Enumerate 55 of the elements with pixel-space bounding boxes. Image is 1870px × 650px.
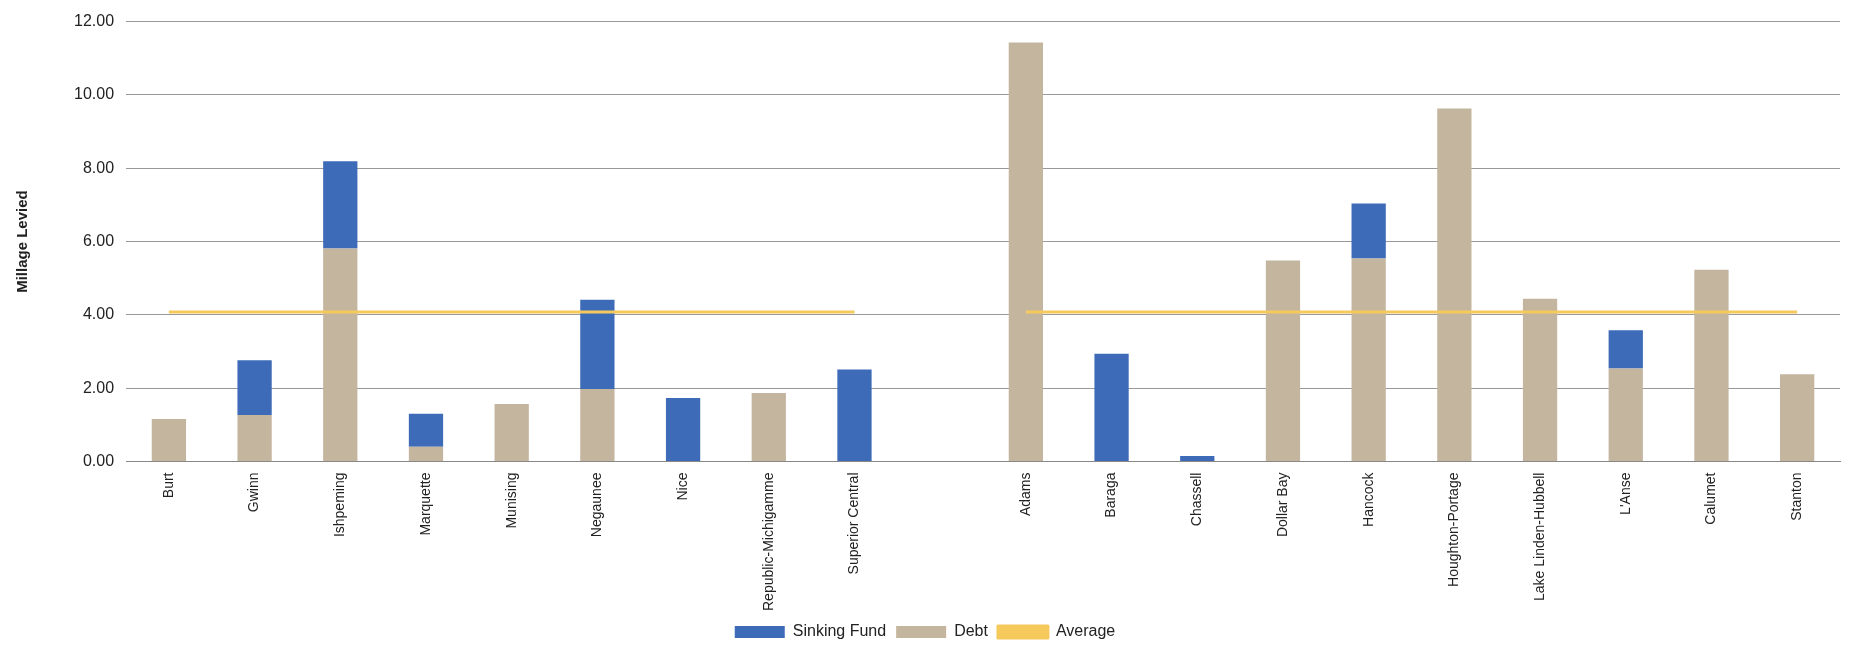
bar [323,248,358,462]
bar [665,398,701,462]
y-tick-label: 12.00 [73,12,115,30]
x-tick-label: Burt [159,472,176,499]
x-tick-label: Munising [502,472,519,529]
x-tick-label: Hancock [1359,471,1376,527]
y-tick-label: 10.00 [73,85,115,103]
bar [1265,260,1301,462]
x-tick-label: Marquette [416,472,433,536]
x-tick-label: Negaunee [588,472,605,538]
bar [1351,258,1386,462]
y-tick-label: 0.00 [82,451,115,469]
bar [408,413,444,447]
y-tick-label: 2.00 [82,378,115,396]
x-tick-label: Houghton-Portage [1445,472,1462,587]
y-tick-label: 4.00 [82,305,115,323]
bar [323,161,358,249]
x-tick-label: Baraga [1102,472,1119,518]
bar [837,369,872,462]
x-tick-label: Nice [673,472,690,501]
bar [1094,353,1129,462]
bar [1608,330,1643,369]
x-tick-label: Calumet [1702,472,1719,525]
bar [1351,203,1386,259]
bar [1437,108,1472,462]
legend-label: Average [1055,622,1116,640]
x-tick-label: Superior Central [845,472,862,575]
bar [1008,42,1044,462]
y-tick-label: 8.00 [82,158,115,176]
bar [237,360,272,415]
x-tick-label: Chassell [1188,472,1205,527]
x-tick-label: Dollar Bay [1273,472,1290,538]
x-tick-label: Gwinn [245,472,262,513]
bar [151,418,187,462]
x-tick-label: Lake Linden-Hubbell [1530,472,1547,601]
y-tick-label: 6.00 [82,231,115,249]
legend-label: Debt [954,622,989,640]
bar [494,403,529,462]
bar [751,392,786,462]
bar [580,388,615,462]
bar [1780,374,1815,462]
bar [1180,456,1215,462]
bar [408,446,444,462]
bar [1608,368,1643,462]
x-tick-label: L'Anse [1616,472,1633,515]
x-tick-label: Republic-Michigamme [759,472,776,612]
bar [1694,269,1729,462]
bar [1522,298,1558,462]
x-tick-label: Stanton [1788,472,1805,521]
bar [237,414,272,462]
legend-label: Sinking Fund [792,622,887,640]
x-tick-label: Adams [1016,472,1033,517]
bar [580,299,615,389]
y-axis-title: Millage Levied [13,190,31,293]
x-tick-label: Ishpeming [331,472,348,538]
